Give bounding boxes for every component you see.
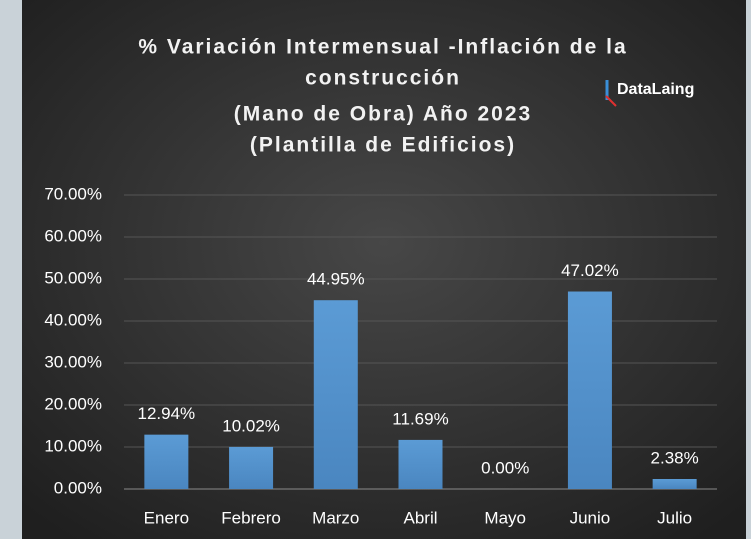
bar xyxy=(398,439,443,489)
y-tick-label: 50.00% xyxy=(44,268,102,287)
y-tick-label: 70.00% xyxy=(44,184,102,203)
bar xyxy=(229,446,274,489)
bar xyxy=(567,291,612,489)
x-tick-label: Mayo xyxy=(484,508,526,527)
chart-title: construcción xyxy=(305,67,461,90)
data-label: 44.95% xyxy=(307,270,365,289)
bar xyxy=(652,479,697,489)
bar xyxy=(144,434,189,489)
y-tick-label: 20.00% xyxy=(44,394,102,413)
x-tick-label: Abril xyxy=(403,508,437,527)
x-tick-label: Julio xyxy=(657,508,692,527)
logo: DataLaing xyxy=(617,81,694,98)
y-tick-label: 40.00% xyxy=(44,310,102,329)
y-tick-label: 30.00% xyxy=(44,352,102,371)
data-label: 12.94% xyxy=(138,404,196,423)
y-tick-label: 60.00% xyxy=(44,226,102,245)
data-label: 11.69% xyxy=(392,409,448,428)
chart-title: (Plantilla de Edificios) xyxy=(250,134,516,157)
x-tick-label: Marzo xyxy=(312,508,359,527)
x-tick-label: Febrero xyxy=(221,508,281,527)
x-tick-label: Enero xyxy=(144,508,189,527)
chart-area xyxy=(22,0,746,539)
y-tick-label: 0.00% xyxy=(54,478,102,497)
x-tick-label: Junio xyxy=(570,508,611,527)
data-label: 2.38% xyxy=(651,448,699,467)
data-label: 0.00% xyxy=(481,458,529,477)
data-label: 10.02% xyxy=(222,416,280,435)
bar xyxy=(313,300,358,489)
data-label: 47.02% xyxy=(561,261,619,280)
y-tick-label: 10.00% xyxy=(44,436,102,455)
chart-title: % Variación Intermensual -Inflación de l… xyxy=(138,36,627,59)
logo-mark xyxy=(605,95,617,107)
chart-title: (Mano de Obra) Año 2023 xyxy=(234,103,532,126)
